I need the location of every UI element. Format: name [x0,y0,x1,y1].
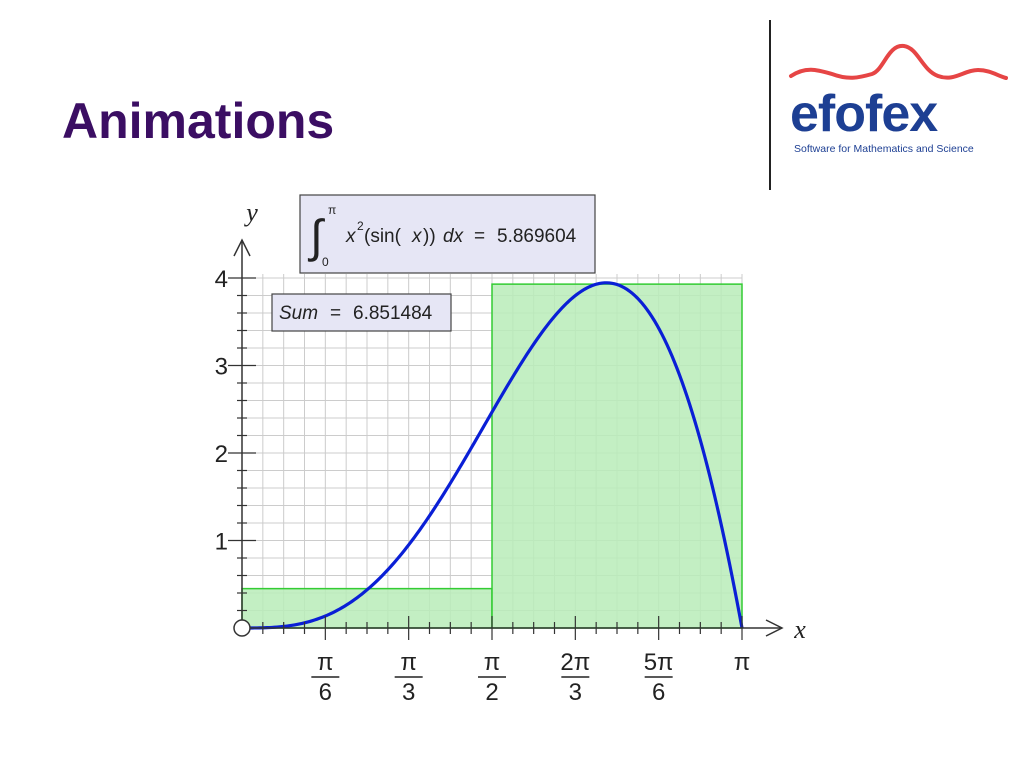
y-axis-arrow-icon [233,238,251,257]
x-tick-label: 2π3 [560,649,590,706]
integral-dx: dx [443,226,465,247]
x-tick-numerator: π [317,649,334,676]
x-tick-denominator: 6 [652,679,665,706]
x-tick-denominator: 2 [485,679,498,706]
y-tick-label: 1 [215,529,228,556]
x-tick-label: π [734,649,751,676]
integral-value: 5.869604 [497,226,577,247]
integral-equals: = [474,226,485,247]
integrand-function: (sin( [364,226,402,247]
integral-sign-icon: ∫ [307,210,325,262]
x-tick-label: π6 [311,649,340,706]
x-tick-label: π2 [478,649,507,706]
x-tick-label: π3 [394,649,423,706]
header-divider [769,20,771,190]
y-tick-label: 3 [215,354,228,381]
origin-handle-icon [233,619,251,637]
integrand-close: )) [423,226,436,247]
logo-wordmark: efofex [790,85,938,143]
sum-equals: = [330,303,341,324]
x-tick-numerator: 5π [644,649,674,676]
red-wave-icon [789,44,1008,80]
integrand-inner-variable: x [411,226,423,247]
x-tick-numerator: 2π [560,649,590,676]
integrand-variable: x [345,226,357,247]
integral-lower-limit: 0 [322,255,329,269]
slide-title: Animations [62,93,335,149]
y-axis-label: y [243,198,258,227]
x-tick-numerator: π [484,649,501,676]
chart-axes [233,238,784,637]
integral-box: ∫ π 0 x 2 (sin( x )) dx = 5.869604 [299,194,596,274]
sum-value: 6.851484 [353,303,433,324]
x-tick-denominator: 3 [402,679,415,706]
sum-box: Sum = 6.851484 [271,293,452,332]
x-tick-numerator: π [734,649,751,676]
logo-tagline: Software for Mathematics and Science [794,143,974,155]
x-tick-numerator: π [400,649,417,676]
x-tick-denominator: 6 [319,679,332,706]
sum-label: Sum [279,303,318,324]
x-tick-label: 5π6 [644,649,674,706]
x-axis-arrow-icon [765,619,784,637]
x-tick-denominator: 3 [569,679,582,706]
y-tick-label: 2 [215,441,228,468]
y-tick-label: 4 [215,266,228,293]
integrand-exponent: 2 [357,219,364,233]
riemann-rectangles [241,283,743,629]
efofex-logo: efofex Software for Mathematics and Scie… [788,40,1010,160]
x-axis-label: x [793,615,806,644]
integral-upper-limit: π [328,203,336,217]
